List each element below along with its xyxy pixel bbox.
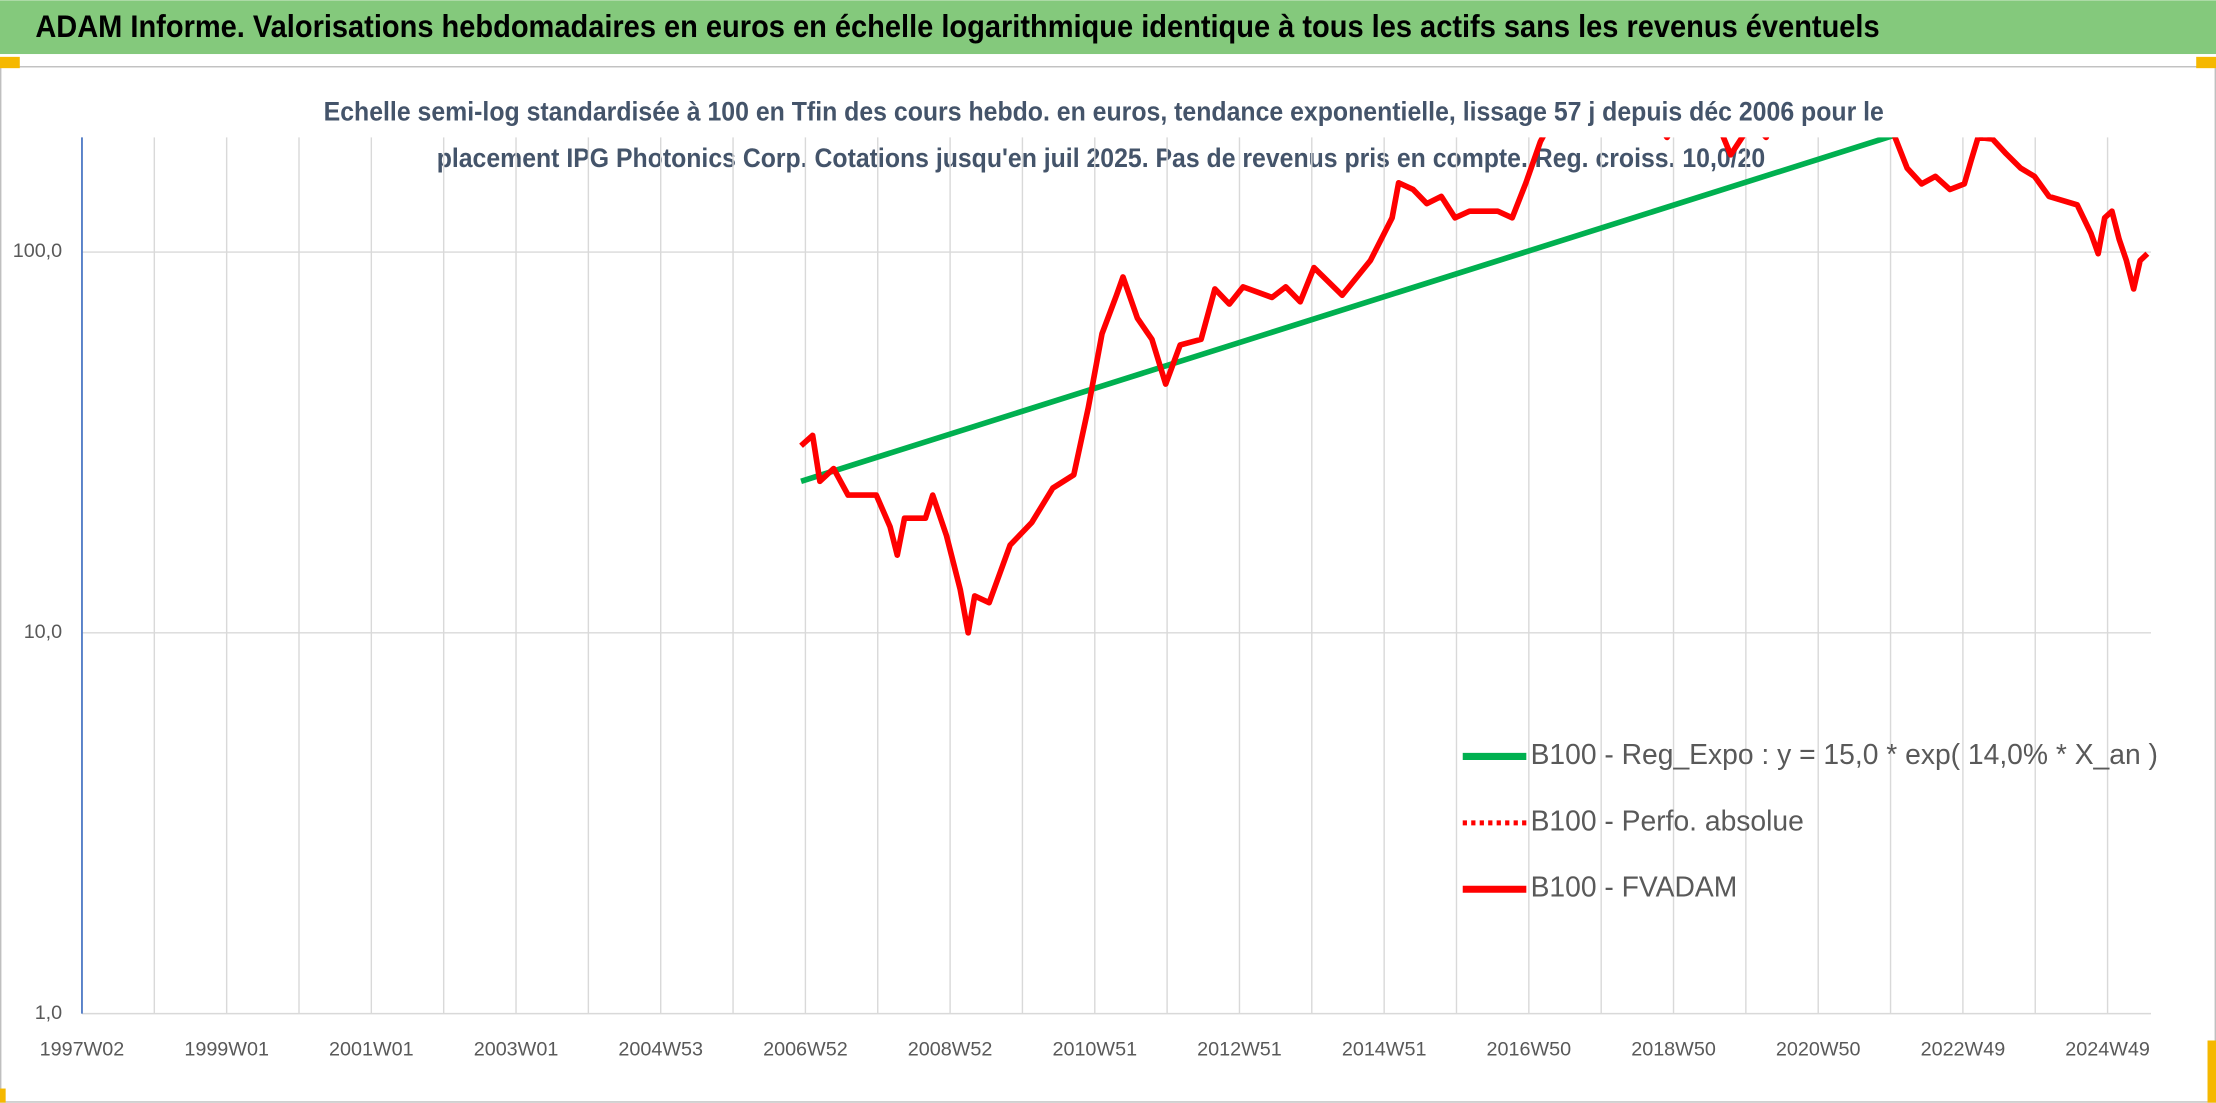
x-tick-label: 2001W01: [329, 1039, 414, 1061]
y-tick-label: 1,0: [35, 1002, 62, 1024]
x-tick-label: 1997W02: [40, 1039, 125, 1061]
corner-mark: [0, 1088, 6, 1103]
legend-label: B100 - Perfo. absolue: [1531, 804, 1804, 836]
x-tick-label: 2016W50: [1487, 1039, 1572, 1061]
x-tick-label: 2006W52: [763, 1039, 848, 1061]
chart-subtitle: placement IPG Photonics Corp. Cotations …: [437, 143, 1765, 173]
corner-mark: [0, 56, 20, 69]
x-tick-label: 2004W53: [618, 1039, 703, 1061]
x-tick-label: 2012W51: [1197, 1039, 1282, 1061]
corner-mark: [2196, 56, 2216, 69]
title-bar: [0, 0, 2216, 55]
x-tick-label: 2022W49: [1921, 1039, 2006, 1061]
legend-label: B100 - FVADAM: [1531, 871, 1738, 903]
plot-area: [799, 137, 2150, 636]
x-tick-label: 2024W49: [2065, 1039, 2150, 1061]
series-line: [800, 137, 1897, 484]
x-tick-label: 2008W52: [908, 1039, 993, 1061]
chart-title: ADAM Informe. Valorisations hebdomadaire…: [35, 9, 1879, 44]
x-tick-label: 2018W50: [1631, 1039, 1716, 1061]
corner-mark: [2207, 1040, 2216, 1103]
y-tick-label: 10,0: [24, 621, 62, 643]
chart-subtitle: Echelle semi-log standardisée à 100 en T…: [324, 96, 1884, 126]
x-tick-label: 2010W51: [1052, 1039, 1137, 1061]
chart-frame: [0, 66, 2216, 1103]
y-tick-label: 100,0: [13, 240, 62, 262]
x-tick-label: 1999W01: [184, 1039, 269, 1061]
series-line: [799, 137, 2150, 636]
x-tick-label: 2003W01: [474, 1039, 559, 1061]
x-tick-label: 2014W51: [1342, 1039, 1427, 1061]
x-tick-label: 2020W50: [1776, 1039, 1861, 1061]
legend-label: B100 - Reg_Expo : y = 15,0 * exp( 14,0% …: [1531, 738, 2158, 770]
